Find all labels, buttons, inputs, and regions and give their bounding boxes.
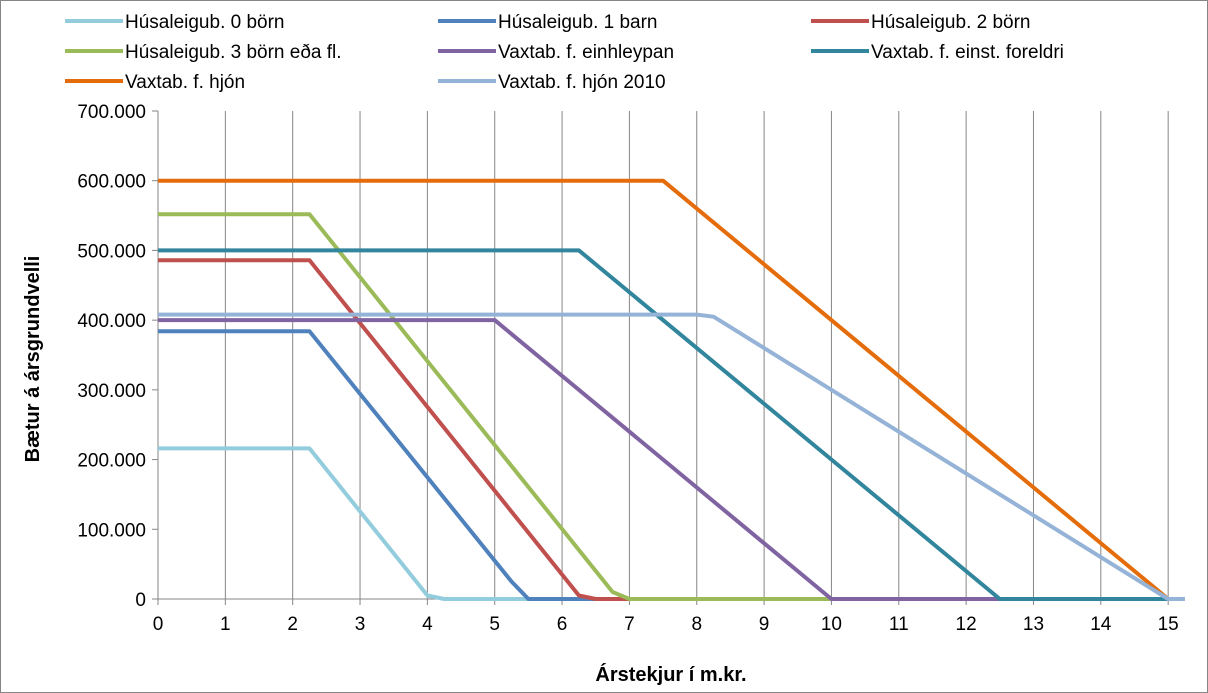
x-tick-label: 0: [153, 614, 164, 635]
x-tick-label: 1: [220, 614, 231, 635]
x-tick-label: 3: [355, 614, 366, 635]
y-tick-label: 0: [135, 590, 146, 611]
x-tick-label: 2: [287, 614, 298, 635]
y-tick-label: 300.000: [77, 381, 146, 402]
legend-label: Húsaleigub. 1 barn: [498, 12, 658, 33]
series-line: [158, 258, 1185, 601]
legend-label: Húsaleigub. 2 börn: [871, 12, 1031, 33]
legend-label: Vaxtab. f. hjón 2010: [498, 72, 666, 93]
x-tick-label: 14: [1090, 614, 1112, 635]
y-tick-label: 400.000: [77, 311, 146, 332]
x-tick-label: 10: [821, 614, 842, 635]
x-tick-label: 8: [691, 614, 702, 635]
legend-label: Vaxtab. f. einhleypan: [498, 42, 674, 63]
x-tick-label: 13: [1023, 614, 1044, 635]
series-lines: [158, 178, 1185, 601]
legend-label: Húsaleigub. 0 börn: [125, 12, 285, 33]
series-line: [158, 212, 1185, 601]
series-line: [158, 178, 1185, 601]
y-tick-label: 200.000: [77, 451, 146, 472]
legend-label: Vaxtab. f. einst. foreldri: [871, 42, 1064, 63]
legend: Húsaleigub. 0 börn Húsaleigub. 1 barn Húsa…: [65, 12, 1064, 93]
series-line: [158, 312, 1185, 601]
x-tick-label: 11: [889, 614, 909, 635]
series-line: [158, 248, 1185, 601]
x-tick-label: 15: [1158, 614, 1179, 635]
x-tick-label: 9: [759, 614, 770, 635]
series-line: [158, 446, 1185, 601]
legend-label: Vaxtab. f. hjón: [125, 72, 245, 93]
y-axis-title: Bætur á ársgrundvelli: [22, 256, 44, 463]
legend-label: Húsaleigub. 3 börn eða fl.: [125, 42, 342, 63]
y-tick-label: 600.000: [77, 172, 146, 193]
y-tick-label: 700.000: [77, 102, 146, 123]
x-tick-label: 7: [624, 614, 635, 635]
y-tick-label: 100.000: [77, 520, 146, 541]
x-tick-label: 12: [956, 614, 977, 635]
x-tick-label: 6: [557, 614, 568, 635]
grid-lines: [224, 111, 1169, 599]
y-tick-label: 500.000: [77, 241, 146, 262]
series-line: [158, 318, 1185, 601]
tick-labels: 0 100.000 200.000 300.000 400.000 500.000 600.…: [77, 102, 1178, 635]
x-tick-label: 5: [489, 614, 500, 635]
x-tick-label: 4: [422, 614, 433, 635]
x-axis-title: Árstekjur í m.kr.: [595, 663, 746, 686]
